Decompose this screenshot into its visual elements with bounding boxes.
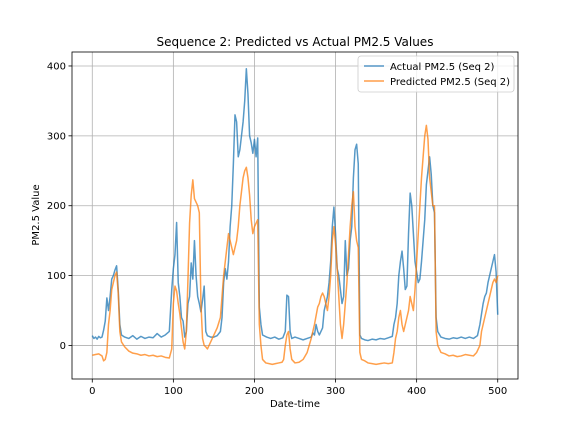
actual-pm25-line [91, 68, 499, 342]
y-tick-label: 400 [47, 61, 66, 72]
x-tick-label: 400 [407, 386, 426, 397]
legend-box [357, 55, 515, 93]
y-tick-label: 300 [47, 131, 66, 142]
y-tick-label: 100 [47, 271, 66, 282]
x-axis-label: Date-time [270, 399, 320, 410]
x-tick-label: 200 [245, 386, 264, 397]
series-lines [91, 68, 499, 366]
x-axis-ticks: 0 100 200 300 400 500 [89, 379, 507, 397]
x-tick-label: 300 [326, 386, 345, 397]
x-tick-label: 0 [89, 386, 95, 397]
x-tick-label: 100 [164, 386, 183, 397]
x-tick-label: 500 [488, 386, 507, 397]
plot-frame [71, 51, 519, 380]
legend-label-predicted: Predicted PM2.5 (Seq 2) [390, 77, 510, 88]
y-tick-label: 0 [60, 341, 66, 352]
predicted-pm25-line [92, 124, 499, 366]
y-tick-label: 200 [47, 201, 66, 212]
chart-title: Sequence 2: Predicted vs Actual PM2.5 Va… [157, 35, 434, 49]
legend-label-actual: Actual PM2.5 (Seq 2) [390, 62, 495, 73]
y-axis-label: PM2.5 Value [31, 184, 42, 245]
y-axis-ticks: 0 100 200 300 400 [47, 61, 72, 352]
legend: Actual PM2.5 (Seq 2) Predicted PM2.5 (Se… [357, 55, 515, 93]
